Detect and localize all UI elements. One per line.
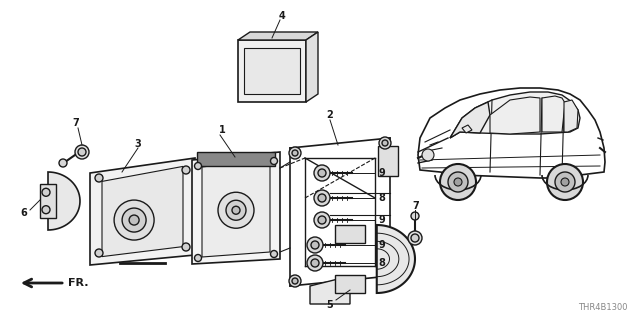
Bar (335, 275, 365, 293)
Circle shape (311, 259, 319, 267)
Circle shape (42, 188, 50, 196)
Circle shape (382, 140, 388, 146)
Polygon shape (90, 158, 195, 265)
Circle shape (314, 212, 330, 228)
Polygon shape (202, 159, 270, 257)
Circle shape (311, 241, 319, 249)
Circle shape (182, 166, 190, 174)
Text: 9: 9 (379, 168, 385, 178)
Bar (335, 225, 365, 243)
Circle shape (411, 234, 419, 242)
Circle shape (95, 249, 103, 257)
Circle shape (195, 254, 202, 261)
Polygon shape (418, 88, 605, 178)
Circle shape (232, 206, 240, 214)
Circle shape (408, 231, 422, 245)
Polygon shape (238, 32, 318, 40)
Circle shape (122, 208, 146, 232)
Circle shape (271, 251, 278, 258)
Circle shape (314, 190, 330, 206)
Circle shape (289, 147, 301, 159)
Polygon shape (48, 172, 80, 230)
Circle shape (75, 145, 89, 159)
Circle shape (448, 172, 468, 192)
Polygon shape (377, 225, 415, 293)
Text: 3: 3 (134, 139, 141, 149)
Circle shape (561, 178, 569, 186)
Circle shape (440, 164, 476, 200)
Circle shape (307, 255, 323, 271)
Bar (378, 146, 398, 176)
Text: THR4B1300: THR4B1300 (579, 303, 628, 312)
Circle shape (555, 172, 575, 192)
Polygon shape (490, 97, 540, 134)
Text: 9: 9 (379, 240, 385, 250)
Circle shape (42, 206, 50, 214)
Circle shape (318, 194, 326, 202)
Polygon shape (450, 92, 580, 138)
Circle shape (422, 149, 434, 161)
Circle shape (318, 216, 326, 224)
Circle shape (292, 150, 298, 156)
Circle shape (182, 243, 190, 251)
Bar (244, 48, 300, 94)
Circle shape (114, 200, 154, 240)
Circle shape (95, 174, 103, 182)
Polygon shape (450, 102, 490, 138)
Circle shape (379, 137, 391, 149)
Text: 8: 8 (379, 258, 385, 268)
Circle shape (307, 237, 323, 253)
Polygon shape (564, 100, 578, 132)
Circle shape (195, 163, 202, 170)
Text: 7: 7 (72, 118, 79, 128)
Text: 4: 4 (278, 11, 285, 21)
Text: 1: 1 (219, 125, 225, 135)
Bar (238, 40, 306, 102)
Circle shape (411, 212, 419, 220)
Circle shape (454, 178, 462, 186)
Polygon shape (542, 96, 565, 132)
Text: FR.: FR. (68, 278, 88, 288)
Polygon shape (306, 32, 318, 102)
Text: 7: 7 (413, 201, 419, 211)
Circle shape (218, 192, 254, 228)
Text: 8: 8 (379, 193, 385, 203)
Bar (197, 152, 275, 166)
Polygon shape (102, 166, 183, 257)
Circle shape (314, 165, 330, 181)
Circle shape (271, 157, 278, 164)
Polygon shape (462, 125, 472, 133)
Circle shape (318, 169, 326, 177)
Text: 6: 6 (20, 208, 28, 218)
Circle shape (78, 148, 86, 156)
Circle shape (129, 215, 139, 225)
Circle shape (292, 278, 298, 284)
Polygon shape (192, 152, 280, 264)
Circle shape (226, 200, 246, 220)
Text: 9: 9 (379, 215, 385, 225)
Bar (40, 184, 56, 218)
Circle shape (59, 159, 67, 167)
Polygon shape (310, 276, 350, 304)
Circle shape (547, 164, 583, 200)
Circle shape (289, 275, 301, 287)
Text: 2: 2 (326, 110, 333, 120)
Text: 5: 5 (326, 300, 333, 310)
